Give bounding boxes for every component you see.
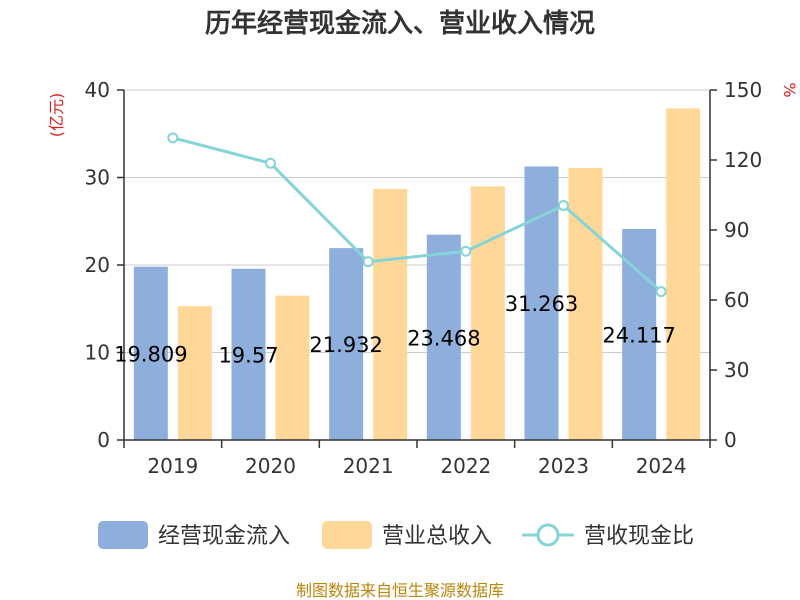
x-tick-label: 2020 bbox=[245, 454, 296, 478]
ratio-point bbox=[460, 245, 472, 257]
ratio-point bbox=[167, 132, 179, 144]
bar-cash-inflow bbox=[231, 268, 266, 440]
x-tick-label: 2021 bbox=[343, 454, 394, 478]
right-tick-label: 120 bbox=[724, 148, 762, 172]
data-label-cash-inflow: 24.117 bbox=[602, 323, 675, 347]
bar-revenue bbox=[373, 188, 408, 440]
ratio-series-line bbox=[172, 136, 663, 293]
data-label-cash-inflow: 31.263 bbox=[505, 292, 578, 316]
ratio-point bbox=[558, 200, 569, 211]
right-axis-unit: % bbox=[780, 82, 799, 97]
left-tick-label: 20 bbox=[85, 253, 110, 277]
x-tick-label: 2024 bbox=[636, 454, 687, 478]
legend-swatch-cash-inflow bbox=[98, 521, 148, 549]
bar-cash-inflow bbox=[133, 266, 168, 440]
axes: 0 10 20 30 40 0 30 60 90 120 150 2019 2020 2021 2022 20… bbox=[85, 78, 763, 478]
data-label-cash-inflow: 19.57 bbox=[218, 343, 278, 367]
bar-revenue bbox=[470, 186, 505, 440]
bars bbox=[133, 108, 701, 441]
left-axis-unit: (亿元) bbox=[47, 93, 66, 138]
right-tick-label: 60 bbox=[724, 288, 749, 312]
data-label-cash-inflow: 23.468 bbox=[407, 326, 480, 350]
right-tick-label: 0 bbox=[724, 428, 737, 452]
grid-lines bbox=[124, 89, 710, 353]
ratio-point bbox=[362, 256, 374, 268]
bar-revenue bbox=[177, 306, 212, 440]
legend-swatch-revenue bbox=[322, 521, 372, 549]
legend-label-revenue: 营业总收入 bbox=[382, 524, 492, 549]
chart-title: 历年经营现金流入、营业收入情况 bbox=[205, 8, 595, 39]
data-label-cash-inflow: 21.932 bbox=[309, 333, 382, 357]
bar-revenue bbox=[666, 108, 701, 440]
bar-cash-inflow bbox=[329, 248, 364, 440]
right-tick-label: 90 bbox=[724, 218, 749, 242]
data-source: 制图数据来自恒生聚源数据库 bbox=[296, 581, 504, 600]
left-tick-label: 10 bbox=[85, 341, 110, 365]
left-tick-label: 40 bbox=[85, 78, 110, 102]
bar-cash-inflow bbox=[426, 234, 461, 440]
right-tick-label: 30 bbox=[724, 358, 749, 382]
x-tick-label: 2023 bbox=[538, 454, 589, 478]
legend: 经营现金流入 营业总收入 营收现金比 bbox=[98, 521, 694, 549]
x-tick-label: 2022 bbox=[440, 454, 491, 478]
left-tick-label: 30 bbox=[85, 166, 110, 190]
legend-label-cash-inflow: 经营现金流入 bbox=[158, 524, 290, 549]
legend-label-ratio: 营收现金比 bbox=[584, 524, 694, 549]
ratio-point bbox=[265, 157, 276, 169]
bar-revenue bbox=[275, 295, 310, 440]
data-label-cash-inflow: 19.809 bbox=[114, 342, 187, 366]
right-tick-label: 150 bbox=[724, 78, 762, 102]
left-tick-label: 0 bbox=[97, 428, 110, 452]
legend-marker-ratio bbox=[536, 523, 560, 547]
x-tick-label: 2019 bbox=[147, 454, 198, 478]
ratio-line bbox=[167, 132, 667, 298]
ratio-point bbox=[655, 286, 667, 298]
data-labels: 19.809 19.57 21.932 23.468 31.263 24.117 bbox=[114, 292, 676, 367]
